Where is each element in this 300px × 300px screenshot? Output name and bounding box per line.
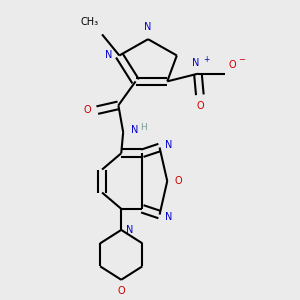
Text: O: O	[117, 286, 125, 296]
Text: −: −	[238, 55, 245, 64]
Text: N: N	[131, 125, 138, 135]
Text: +: +	[203, 55, 209, 64]
Text: O: O	[229, 60, 236, 70]
Text: N: N	[192, 58, 200, 68]
Text: H: H	[140, 123, 147, 132]
Text: O: O	[84, 105, 92, 115]
Text: N: N	[165, 140, 173, 150]
Text: O: O	[175, 176, 182, 186]
Text: N: N	[165, 212, 173, 223]
Text: N: N	[126, 225, 134, 235]
Text: O: O	[196, 100, 204, 110]
Text: N: N	[105, 50, 112, 61]
Text: CH₃: CH₃	[80, 17, 98, 27]
Text: N: N	[144, 22, 152, 32]
